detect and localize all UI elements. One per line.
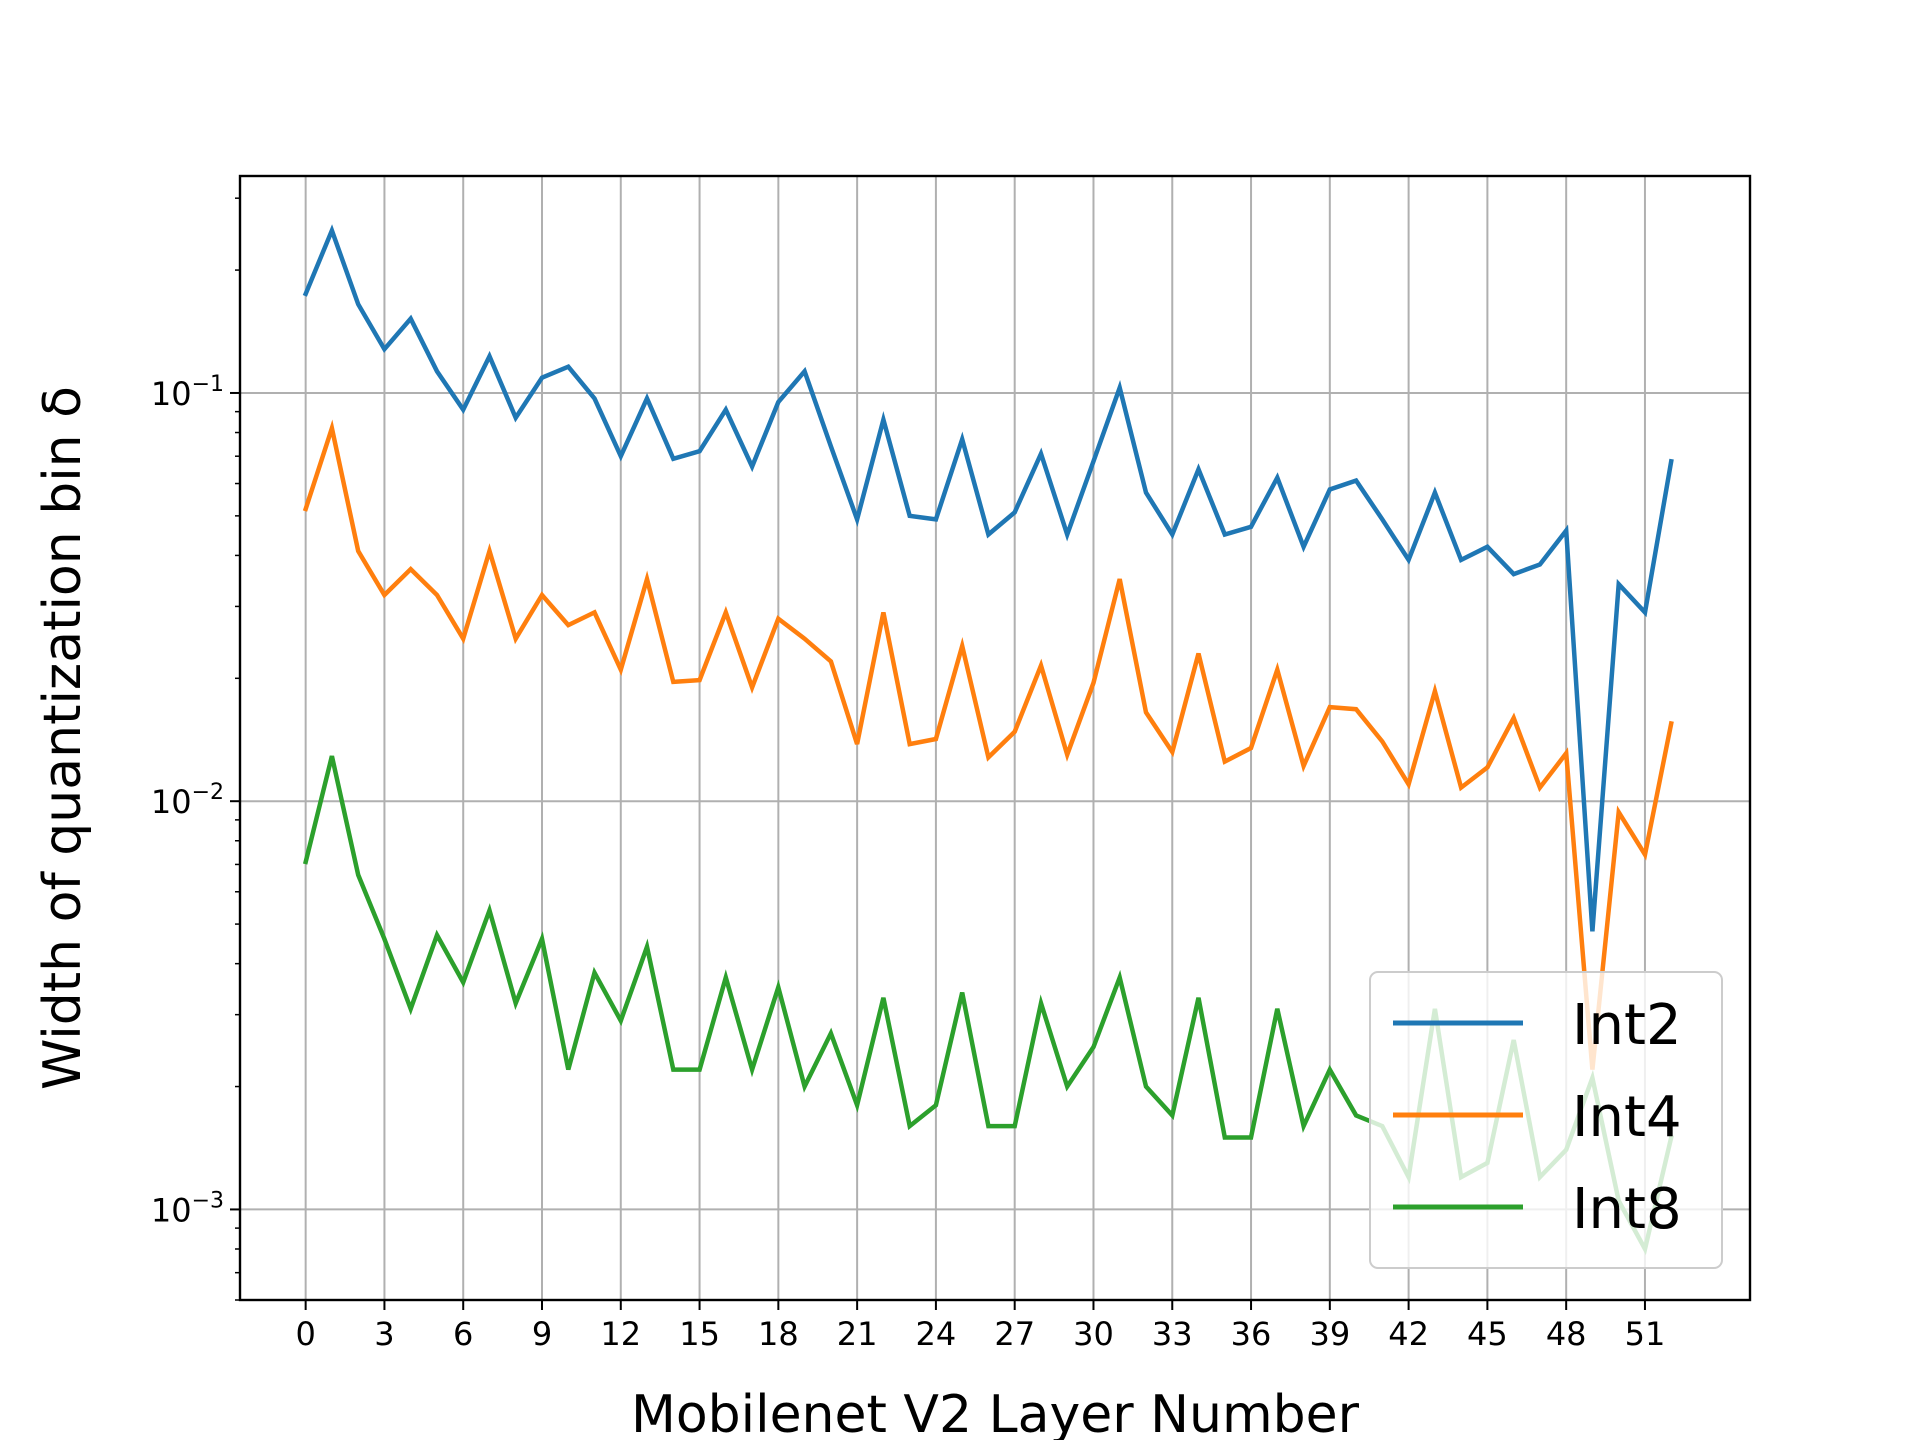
series-line-int4 (302, 419, 1674, 1070)
x-tick-label: 12 (600, 1315, 641, 1353)
legend-label-int4: Int4 (1572, 1085, 1682, 1150)
series-line-int2 (302, 224, 1674, 932)
x-tick-label: 18 (758, 1315, 799, 1353)
x-tick-label: 30 (1073, 1315, 1114, 1353)
legend-box (1369, 971, 1723, 1269)
x-tick-label: 39 (1309, 1315, 1350, 1353)
x-tick-label: 0 (295, 1315, 315, 1353)
plot-frame (238, 174, 1752, 1302)
x-tick-label: 21 (837, 1315, 878, 1353)
x-tick-label: 3 (374, 1315, 394, 1353)
y-axis-label: Width of quantization bin δ (33, 386, 93, 1090)
x-tick-label: 42 (1388, 1315, 1429, 1353)
x-axis-label: Mobilenet V2 Layer Number (631, 1385, 1360, 1440)
x-tick-label: 33 (1152, 1315, 1193, 1353)
legend-label-int2: Int2 (1572, 993, 1682, 1058)
legend: Int2 Int4 Int8 (1369, 971, 1723, 1269)
ticks: 0 3 6 9 12 15 18 21 24 27 30 33 36 39 42 45 48 5110−110−2… (151, 197, 1666, 1353)
x-tick-label: 45 (1467, 1315, 1508, 1353)
x-tick-label: 27 (994, 1315, 1035, 1353)
x-tick-label: 36 (1231, 1315, 1272, 1353)
x-tick-label: 6 (453, 1315, 473, 1353)
y-tick-label: 10−1 (151, 372, 224, 413)
x-tick-label: 9 (532, 1315, 552, 1353)
x-tick-label: 15 (679, 1315, 720, 1353)
x-tick-label: 48 (1546, 1315, 1587, 1353)
x-tick-label: 51 (1625, 1315, 1666, 1353)
legend-label-int8: Int8 (1572, 1177, 1682, 1242)
x-tick-label: 24 (916, 1315, 957, 1353)
